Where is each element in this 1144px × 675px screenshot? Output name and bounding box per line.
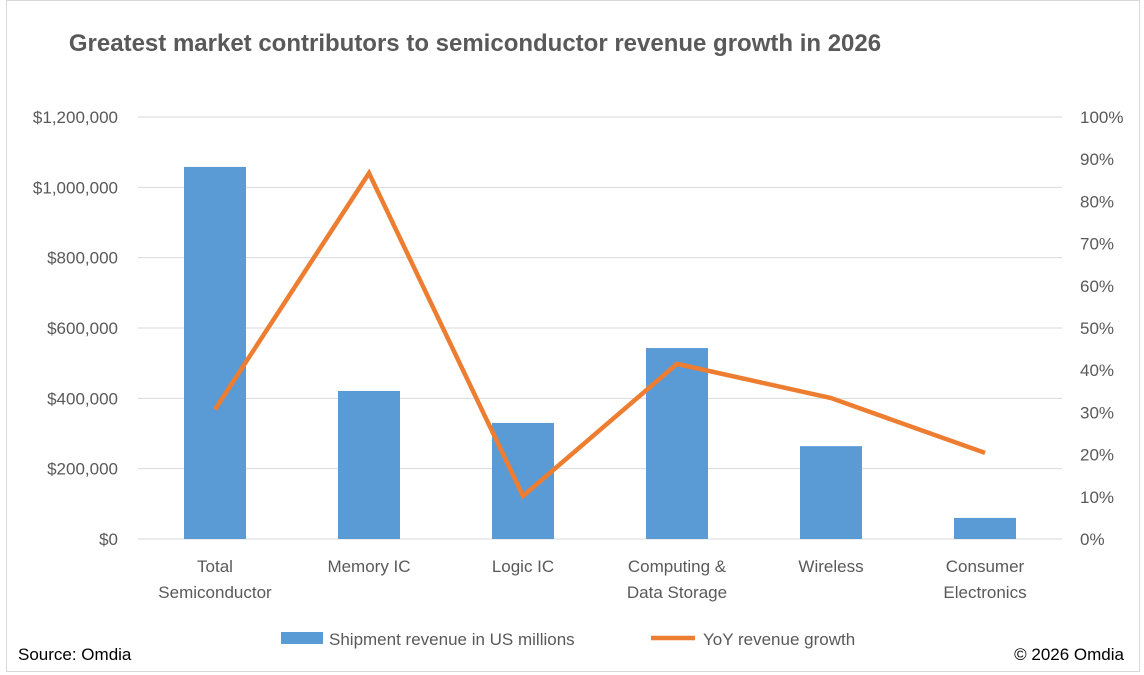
copyright-label: © 2026 Omdia	[1014, 645, 1124, 664]
x-tick-label: Wireless	[798, 557, 863, 576]
y-right-tick-label: 80%	[1080, 192, 1114, 211]
y-left-tick-label: $200,000	[47, 460, 118, 479]
y-left-tick-label: $1,000,000	[33, 178, 118, 197]
bar	[954, 517, 1016, 539]
source-label: Source: Omdia	[18, 645, 132, 664]
y-right-tick-label: 60%	[1080, 277, 1114, 296]
legend-swatch-bar	[281, 632, 323, 644]
y-left-tick-label: $0	[99, 530, 118, 549]
y-right-tick-label: 50%	[1080, 319, 1114, 338]
y-right-tick-label: 90%	[1080, 150, 1114, 169]
bar	[646, 348, 708, 539]
legend-label: Shipment revenue in US millions	[329, 630, 575, 649]
bar	[492, 422, 554, 539]
x-tick-label: Memory IC	[327, 557, 410, 576]
x-tick-label: Semiconductor	[158, 583, 272, 602]
y-right-tick-label: 70%	[1080, 235, 1114, 254]
y-right-tick-label: 30%	[1080, 403, 1114, 422]
y-right-tick-label: 20%	[1080, 446, 1114, 465]
x-tick-label: Total	[197, 557, 233, 576]
y-right-tick-label: 10%	[1080, 488, 1114, 507]
y-right-tick-label: 40%	[1080, 361, 1114, 380]
x-tick-label: Electronics	[943, 583, 1026, 602]
x-tick-label: Logic IC	[492, 557, 554, 576]
line-series	[213, 168, 986, 500]
y-right-tick-label: 100%	[1080, 108, 1123, 127]
chart-frame	[6, 0, 1140, 672]
bar	[184, 166, 246, 540]
y-left-tick-label: $600,000	[47, 319, 118, 338]
y-right-tick-label: 0%	[1080, 530, 1105, 549]
x-tick-label: Data Storage	[627, 583, 727, 602]
y-left-tick-label: $400,000	[47, 389, 118, 408]
y-left-tick-label: $800,000	[47, 249, 118, 268]
chart-title: Greatest market contributors to semicond…	[68, 30, 882, 57]
x-tick-label: Consumer	[946, 557, 1025, 576]
legend-label: YoY revenue growth	[703, 630, 855, 649]
y-left-tick-label: $1,200,000	[33, 108, 118, 127]
x-tick-label: Computing &	[628, 557, 727, 576]
bar	[338, 390, 400, 539]
bar	[800, 446, 862, 539]
